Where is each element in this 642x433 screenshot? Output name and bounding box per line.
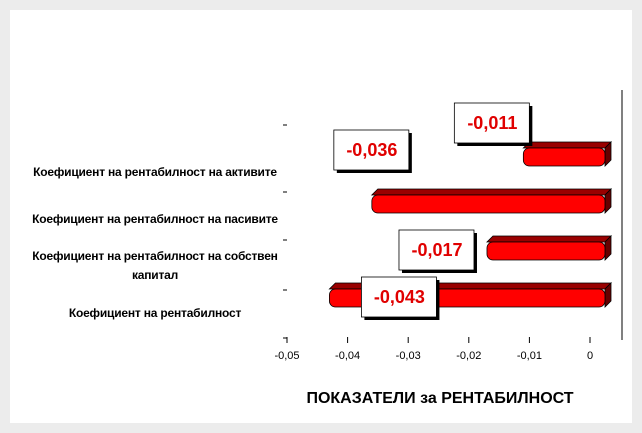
x-tick-label: -0,05 bbox=[274, 350, 299, 362]
bar bbox=[486, 241, 606, 261]
value-label: -0,043 bbox=[374, 287, 425, 307]
plot-background bbox=[10, 10, 632, 423]
bar-top bbox=[486, 235, 612, 243]
bar-top bbox=[370, 188, 612, 196]
x-tick-label: -0,01 bbox=[517, 350, 542, 362]
label-box bbox=[361, 276, 437, 318]
y-tick-label: Коефициент на рентабилност на пасивите bbox=[32, 211, 278, 226]
label-box bbox=[398, 229, 475, 271]
x-tick-label: -0,04 bbox=[335, 350, 360, 362]
chart-title: ПОКАЗАТЕЛИ за РЕНТАБИЛНОСТ bbox=[306, 390, 573, 407]
y-tick-label: Коефициент на рентабилност на активите bbox=[33, 164, 277, 179]
y-tick-label: Коефициент на рентабилност bbox=[68, 305, 242, 320]
bar bbox=[371, 194, 606, 214]
x-tick-label: 0 bbox=[587, 350, 593, 362]
label-box bbox=[333, 129, 410, 171]
label-box bbox=[453, 102, 530, 144]
value-label: -0,017 bbox=[411, 240, 462, 260]
bar-top bbox=[522, 141, 612, 149]
y-tick-label: Коефициент на рентабилност на собствен к… bbox=[32, 249, 278, 282]
value-label: -0,011 bbox=[467, 113, 517, 133]
bar bbox=[522, 147, 606, 167]
x-tick-label: -0,03 bbox=[396, 350, 421, 362]
x-tick-label: -0,02 bbox=[456, 350, 481, 362]
value-label: -0,036 bbox=[346, 140, 397, 160]
